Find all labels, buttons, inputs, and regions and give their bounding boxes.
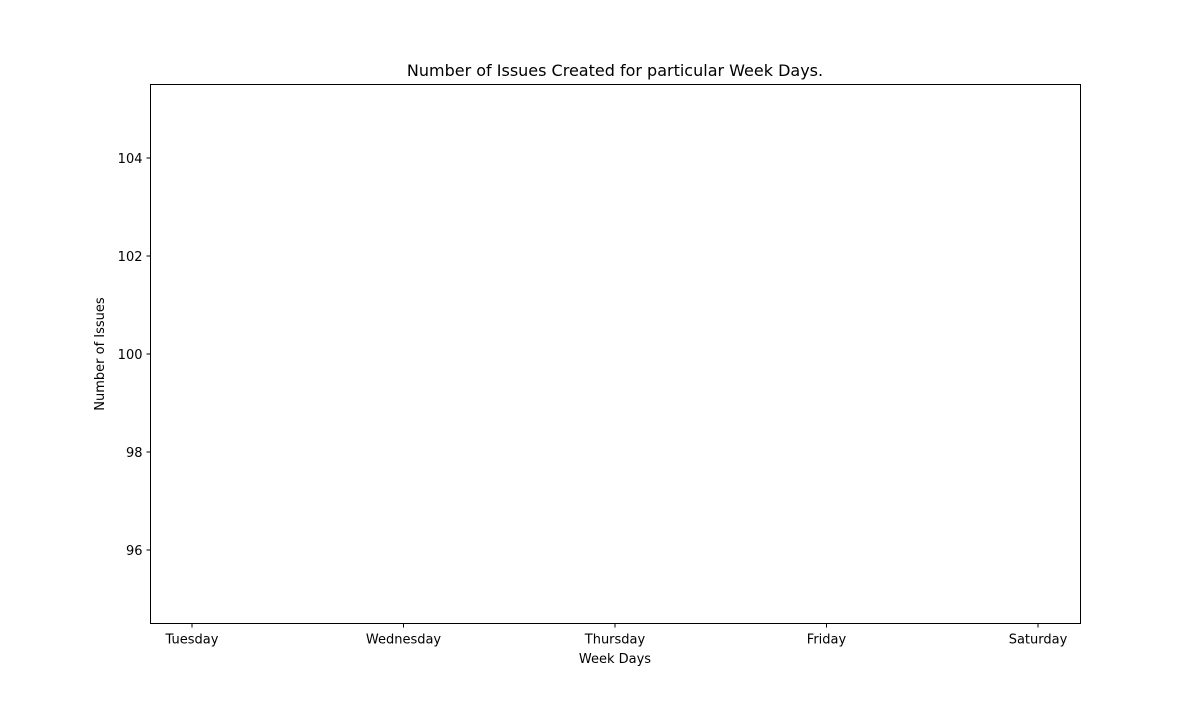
- y-tick-label: 98: [126, 446, 143, 461]
- y-tick-label: 104: [118, 152, 143, 167]
- y-axis-ticks: 96 98 100 102 104: [118, 152, 151, 559]
- y-tick-label: 100: [118, 348, 143, 363]
- x-tick-label: Friday: [807, 633, 847, 648]
- x-tick-label: Thursday: [584, 633, 646, 648]
- y-tick-label: 102: [118, 250, 143, 265]
- y-axis-label: Number of Issues: [93, 297, 108, 411]
- x-axis-label: Week Days: [579, 652, 651, 667]
- chart-title: Number of Issues Created for particular …: [407, 61, 823, 80]
- y-tick-label: 96: [126, 544, 143, 559]
- x-tick-label: Tuesday: [165, 633, 219, 648]
- x-tick-label: Wednesday: [366, 633, 442, 648]
- x-axis-ticks: Tuesday Wednesday Thursday Friday Saturday: [165, 623, 1068, 648]
- x-tick-label: Saturday: [1009, 633, 1068, 648]
- plot-area: [150, 84, 1081, 624]
